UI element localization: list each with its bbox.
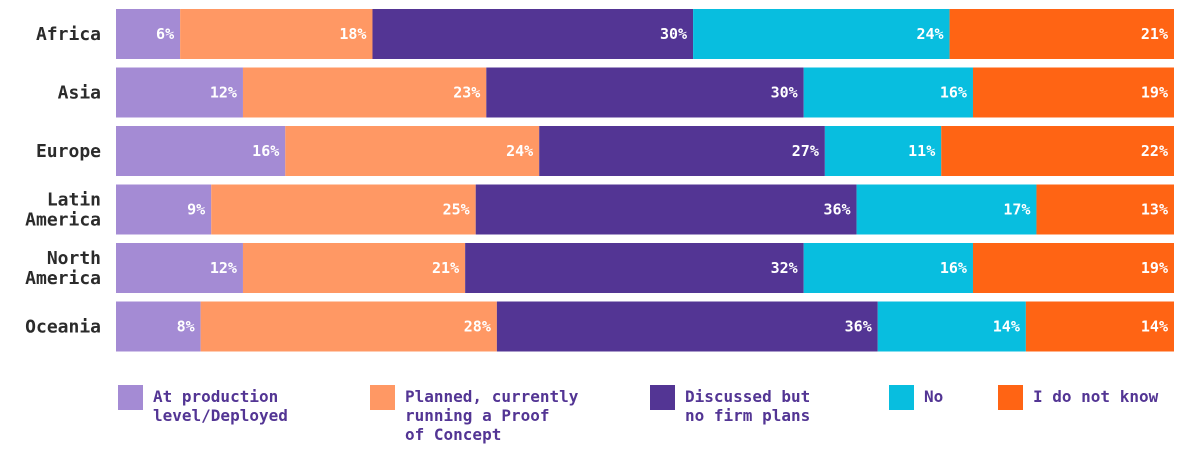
data-label-asia-series-3: 30%	[771, 84, 798, 102]
legend-swatch-4	[889, 385, 914, 410]
bar-latin-america-series-2	[211, 184, 476, 235]
category-label-asia: Asia	[58, 83, 101, 104]
bar-north-america-series-2	[242, 243, 466, 293]
data-label-oceania-series-1: 8%	[177, 318, 195, 336]
data-label-north-america-series-3: 32%	[771, 259, 798, 277]
bar-asia-series-1	[116, 67, 243, 118]
data-label-latin-america-series-4: 17%	[1003, 201, 1030, 219]
data-label-asia-series-2: 23%	[453, 84, 480, 102]
bar-north-america-series-5	[972, 243, 1174, 293]
data-label-africa-series-1: 6%	[156, 25, 174, 43]
category-labels: Africa Asia Europe Latin America North America…	[25, 24, 101, 338]
legend-swatch-3	[650, 385, 675, 410]
data-label-africa-series-4: 24%	[916, 25, 943, 43]
data-label-europe-series-1: 16%	[252, 142, 279, 160]
legend: At production level/Deployed Planned, curr…	[118, 385, 1159, 444]
bar-europe-series-2	[285, 126, 540, 176]
data-label-latin-america-series-3: 36%	[824, 201, 851, 219]
bar-latin-america-series-1	[116, 184, 212, 235]
data-label-europe-series-2: 24%	[506, 142, 533, 160]
category-label-africa: Africa	[36, 24, 101, 45]
bar-oceania-series-2	[200, 301, 497, 352]
data-label-africa-series-3: 30%	[660, 25, 687, 43]
bar-africa-series-2	[180, 9, 373, 59]
legend-label-5: I do not know	[1033, 387, 1159, 406]
bar-asia-series-4	[803, 67, 973, 118]
data-label-asia-series-5: 19%	[1141, 84, 1168, 102]
bar-latin-america-series-4	[856, 184, 1037, 235]
bar-europe-series-3	[539, 126, 825, 176]
legend-swatch-5	[998, 385, 1023, 410]
bar-oceania-series-4	[877, 301, 1026, 352]
bar-north-america-series-3	[465, 243, 804, 293]
legend-swatch-1	[118, 385, 143, 410]
data-label-asia-series-1: 12%	[210, 84, 237, 102]
bar-oceania-series-5	[1025, 301, 1174, 352]
bar-africa-series-1	[116, 9, 181, 59]
data-label-africa-series-5: 21%	[1141, 25, 1168, 43]
data-label-latin-america-series-1: 9%	[187, 201, 205, 219]
category-label-oceania: Oceania	[25, 317, 101, 338]
bar-asia-series-3	[486, 67, 804, 118]
bar-latin-america-series-3	[475, 184, 857, 235]
data-label-oceania-series-4: 14%	[993, 318, 1020, 336]
data-label-europe-series-4: 11%	[908, 142, 935, 160]
data-label-north-america-series-4: 16%	[940, 259, 967, 277]
data-label-latin-america-series-2: 25%	[443, 201, 470, 219]
bar-africa-series-5	[949, 9, 1174, 59]
bar-asia-series-5	[972, 67, 1174, 118]
bar-europe-series-4	[824, 126, 942, 176]
data-label-north-america-series-1: 12%	[210, 259, 237, 277]
legend-label-1: At production level/Deployed	[153, 387, 288, 425]
data-label-europe-series-3: 27%	[792, 142, 819, 160]
data-label-europe-series-5: 22%	[1141, 142, 1168, 160]
legend-swatch-2	[370, 385, 395, 410]
bar-oceania-series-1	[116, 301, 201, 352]
bar-africa-series-4	[693, 9, 950, 59]
data-label-africa-series-2: 18%	[339, 25, 366, 43]
data-label-latin-america-series-5: 13%	[1141, 201, 1168, 219]
data-label-oceania-series-2: 28%	[464, 318, 491, 336]
bar-north-america-series-4	[803, 243, 973, 293]
data-label-asia-series-4: 16%	[940, 84, 967, 102]
bar-europe-series-1	[116, 126, 286, 176]
legend-label-3: Discussed but no firm plans	[685, 387, 810, 425]
bar-latin-america-series-5	[1036, 184, 1174, 235]
legend-label-4: No	[924, 387, 943, 406]
legend-label-2: Planned, currently running a Proof of Conc…	[405, 387, 579, 444]
data-label-north-america-series-2: 21%	[432, 259, 459, 277]
bars-group: 6% 18% 30% 24% 21% 12% 23% 30% 16% 19% 16% 24% 27% 11…	[116, 9, 1174, 352]
data-label-oceania-series-5: 14%	[1141, 318, 1168, 336]
bar-oceania-series-3	[496, 301, 878, 352]
category-label-europe: Europe	[36, 141, 101, 162]
category-label-north-america: North America	[25, 248, 101, 289]
data-label-oceania-series-3: 36%	[845, 318, 872, 336]
bar-asia-series-2	[242, 67, 487, 118]
bar-africa-series-3	[372, 9, 694, 59]
bar-europe-series-5	[941, 126, 1174, 176]
bar-north-america-series-1	[116, 243, 243, 293]
data-label-north-america-series-5: 19%	[1141, 259, 1168, 277]
category-label-latin-america: Latin America	[25, 190, 101, 231]
